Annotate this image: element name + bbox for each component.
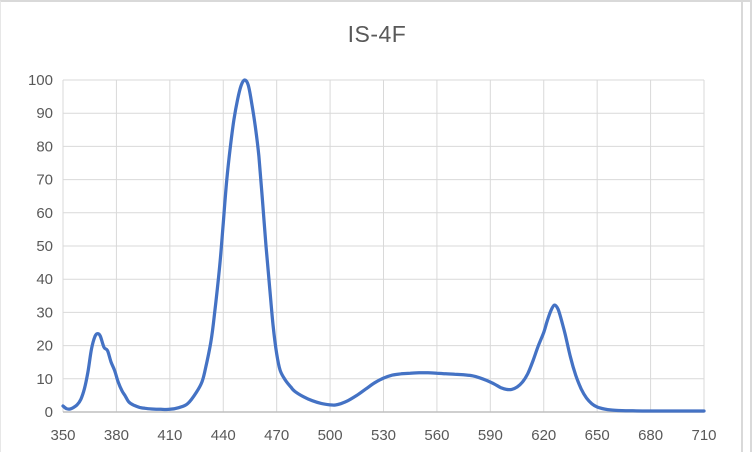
y-tick-label: 50 <box>36 238 53 255</box>
y-tick-label: 80 <box>36 138 53 155</box>
x-tick-label: 410 <box>157 427 182 444</box>
y-tick-label: 10 <box>36 371 53 388</box>
y-tick-label: 100 <box>28 72 53 89</box>
x-tick-label: 680 <box>638 427 663 444</box>
chart-title: IS-4F <box>347 21 407 47</box>
window-right-edge <box>750 2 752 452</box>
x-tick-label: 500 <box>318 427 343 444</box>
x-tick-label: 560 <box>424 427 449 444</box>
x-tick-label: 440 <box>211 427 236 444</box>
right-panel-divider <box>741 2 743 452</box>
y-tick-label: 90 <box>36 105 53 122</box>
y-tick-label: 30 <box>36 304 53 321</box>
x-tick-label: 470 <box>264 427 289 444</box>
x-tick-label: 590 <box>478 427 503 444</box>
x-tick-label: 650 <box>585 427 610 444</box>
x-tick-label: 620 <box>531 427 556 444</box>
y-tick-label: 70 <box>36 172 53 189</box>
x-tick-label: 380 <box>104 427 129 444</box>
x-tick-label: 350 <box>50 427 75 444</box>
y-tick-label: 0 <box>45 404 53 421</box>
series-line <box>61 78 706 413</box>
y-tick-label: 20 <box>36 338 53 355</box>
y-tick-label: 60 <box>36 205 53 222</box>
y-tick-label: 40 <box>36 271 53 288</box>
x-tick-label: 530 <box>371 427 396 444</box>
x-tick-label: 710 <box>691 427 716 444</box>
